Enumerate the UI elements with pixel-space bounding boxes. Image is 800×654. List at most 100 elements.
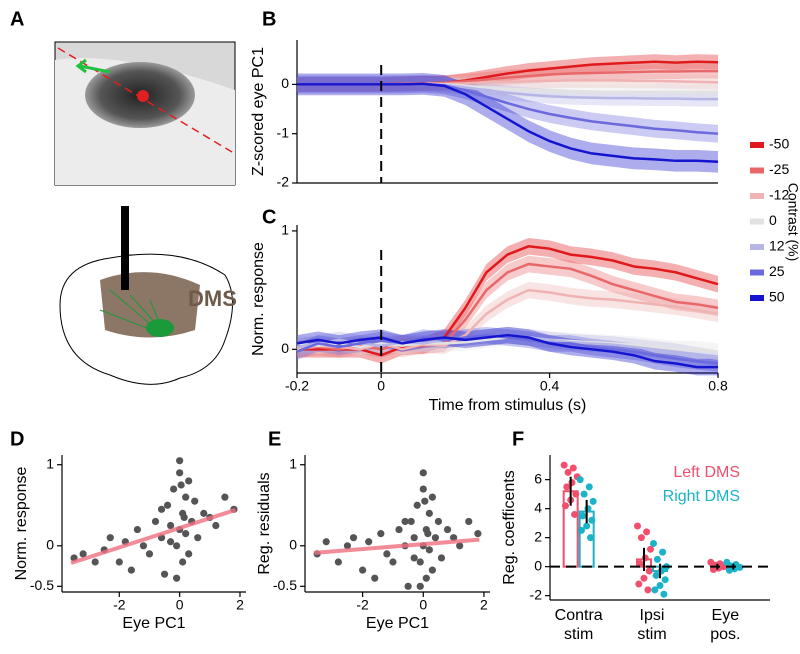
point — [583, 522, 591, 530]
point — [431, 534, 440, 542]
point — [377, 530, 385, 538]
point — [79, 550, 87, 558]
point — [661, 576, 669, 584]
panel-label: F — [512, 428, 524, 450]
x-tick-label: pos. — [710, 626, 740, 643]
point — [419, 485, 427, 493]
error-band — [297, 326, 718, 376]
point — [465, 517, 473, 526]
x-axis-label: Eye PC1 — [366, 615, 429, 632]
y-tick-label: 0 — [289, 536, 297, 552]
y-tick-label: 1 — [281, 222, 289, 238]
y-tick-label: 1 — [46, 455, 54, 471]
point — [425, 509, 433, 517]
point — [563, 483, 571, 491]
point — [634, 522, 641, 530]
legend-label: 25 — [769, 263, 785, 279]
panel: D -0.5 0 1 -2 0 2 Eye PC1 Norm. response — [10, 428, 246, 632]
panel: C 0 1 -0.2 0 0.4 0.8 Time from stimulus (s) Norm… — [250, 206, 728, 414]
y-axis-label: Reg. coefficents — [501, 470, 518, 584]
point — [191, 497, 199, 505]
point — [185, 550, 193, 558]
point — [349, 534, 358, 542]
point — [166, 521, 175, 530]
point — [421, 497, 429, 505]
legend-label: -50 — [769, 136, 789, 152]
point — [416, 558, 424, 566]
fit-line — [313, 537, 480, 555]
x-tick-label: 0 — [377, 378, 385, 394]
point — [359, 566, 367, 574]
point — [651, 586, 659, 594]
arrow-head — [75, 58, 87, 74]
legend-label: -12 — [769, 187, 789, 203]
legend-label: 12 — [769, 238, 785, 254]
point — [177, 481, 185, 489]
point — [416, 582, 424, 590]
legend-label: 0 — [769, 212, 777, 228]
y-tick-label: 0 — [534, 557, 542, 573]
point — [709, 566, 717, 574]
point — [410, 534, 418, 542]
point — [182, 493, 190, 501]
point — [166, 538, 175, 546]
x-tick-label: -2 — [356, 597, 369, 613]
point — [585, 483, 593, 491]
x-tick-label: 2 — [236, 597, 244, 613]
y-tick-label: 0 — [281, 75, 289, 91]
x-tick-label: Eye — [712, 607, 740, 624]
point — [182, 530, 190, 538]
point — [560, 461, 568, 469]
line — [297, 82, 719, 164]
point — [474, 530, 482, 538]
x-tick-label: 0.8 — [708, 378, 728, 394]
error-band — [297, 329, 718, 360]
y-axis-label: Z-scored eye PC1 — [250, 47, 267, 176]
point — [410, 554, 418, 562]
point — [641, 554, 649, 562]
point — [151, 517, 160, 526]
point — [194, 534, 202, 542]
point — [428, 566, 436, 574]
point — [157, 505, 166, 513]
point — [179, 558, 187, 566]
y-tick-label: -2 — [530, 586, 543, 602]
point — [424, 530, 432, 538]
point — [584, 505, 592, 513]
point — [133, 525, 142, 534]
point — [343, 542, 352, 550]
point — [395, 525, 403, 534]
point — [160, 570, 169, 578]
x-tick-label: stim — [637, 626, 666, 643]
point — [365, 538, 373, 546]
region-label: DMS — [188, 286, 237, 311]
point — [419, 469, 427, 477]
point — [637, 534, 645, 542]
x-tick-label: stim — [564, 626, 593, 643]
panel-a: A DMS — [10, 8, 237, 385]
point — [652, 571, 660, 579]
x-tick-label: Contra — [555, 607, 603, 624]
panel-label: C — [262, 206, 276, 228]
point — [450, 534, 458, 542]
point — [176, 469, 184, 477]
x-tick-label: Ipsi — [640, 607, 665, 624]
error-band — [297, 238, 718, 364]
point — [643, 528, 651, 536]
point — [413, 501, 421, 509]
panel: B -2 -1 0 Z-scored eye PC1 -50 -25 -12 0 12 25 50 Co… — [250, 8, 800, 304]
point — [115, 558, 123, 566]
point — [580, 490, 588, 498]
error-band — [297, 326, 718, 372]
point — [212, 521, 220, 530]
y-tick-label: 6 — [534, 470, 542, 486]
x-tick-label: 0.4 — [540, 378, 560, 394]
point — [589, 497, 597, 505]
point — [561, 502, 569, 510]
line — [297, 245, 719, 357]
point — [176, 457, 184, 465]
x-tick-label: 0 — [176, 597, 184, 613]
point — [659, 548, 667, 556]
point — [425, 546, 433, 554]
legend-label: Right DMS — [663, 488, 740, 505]
